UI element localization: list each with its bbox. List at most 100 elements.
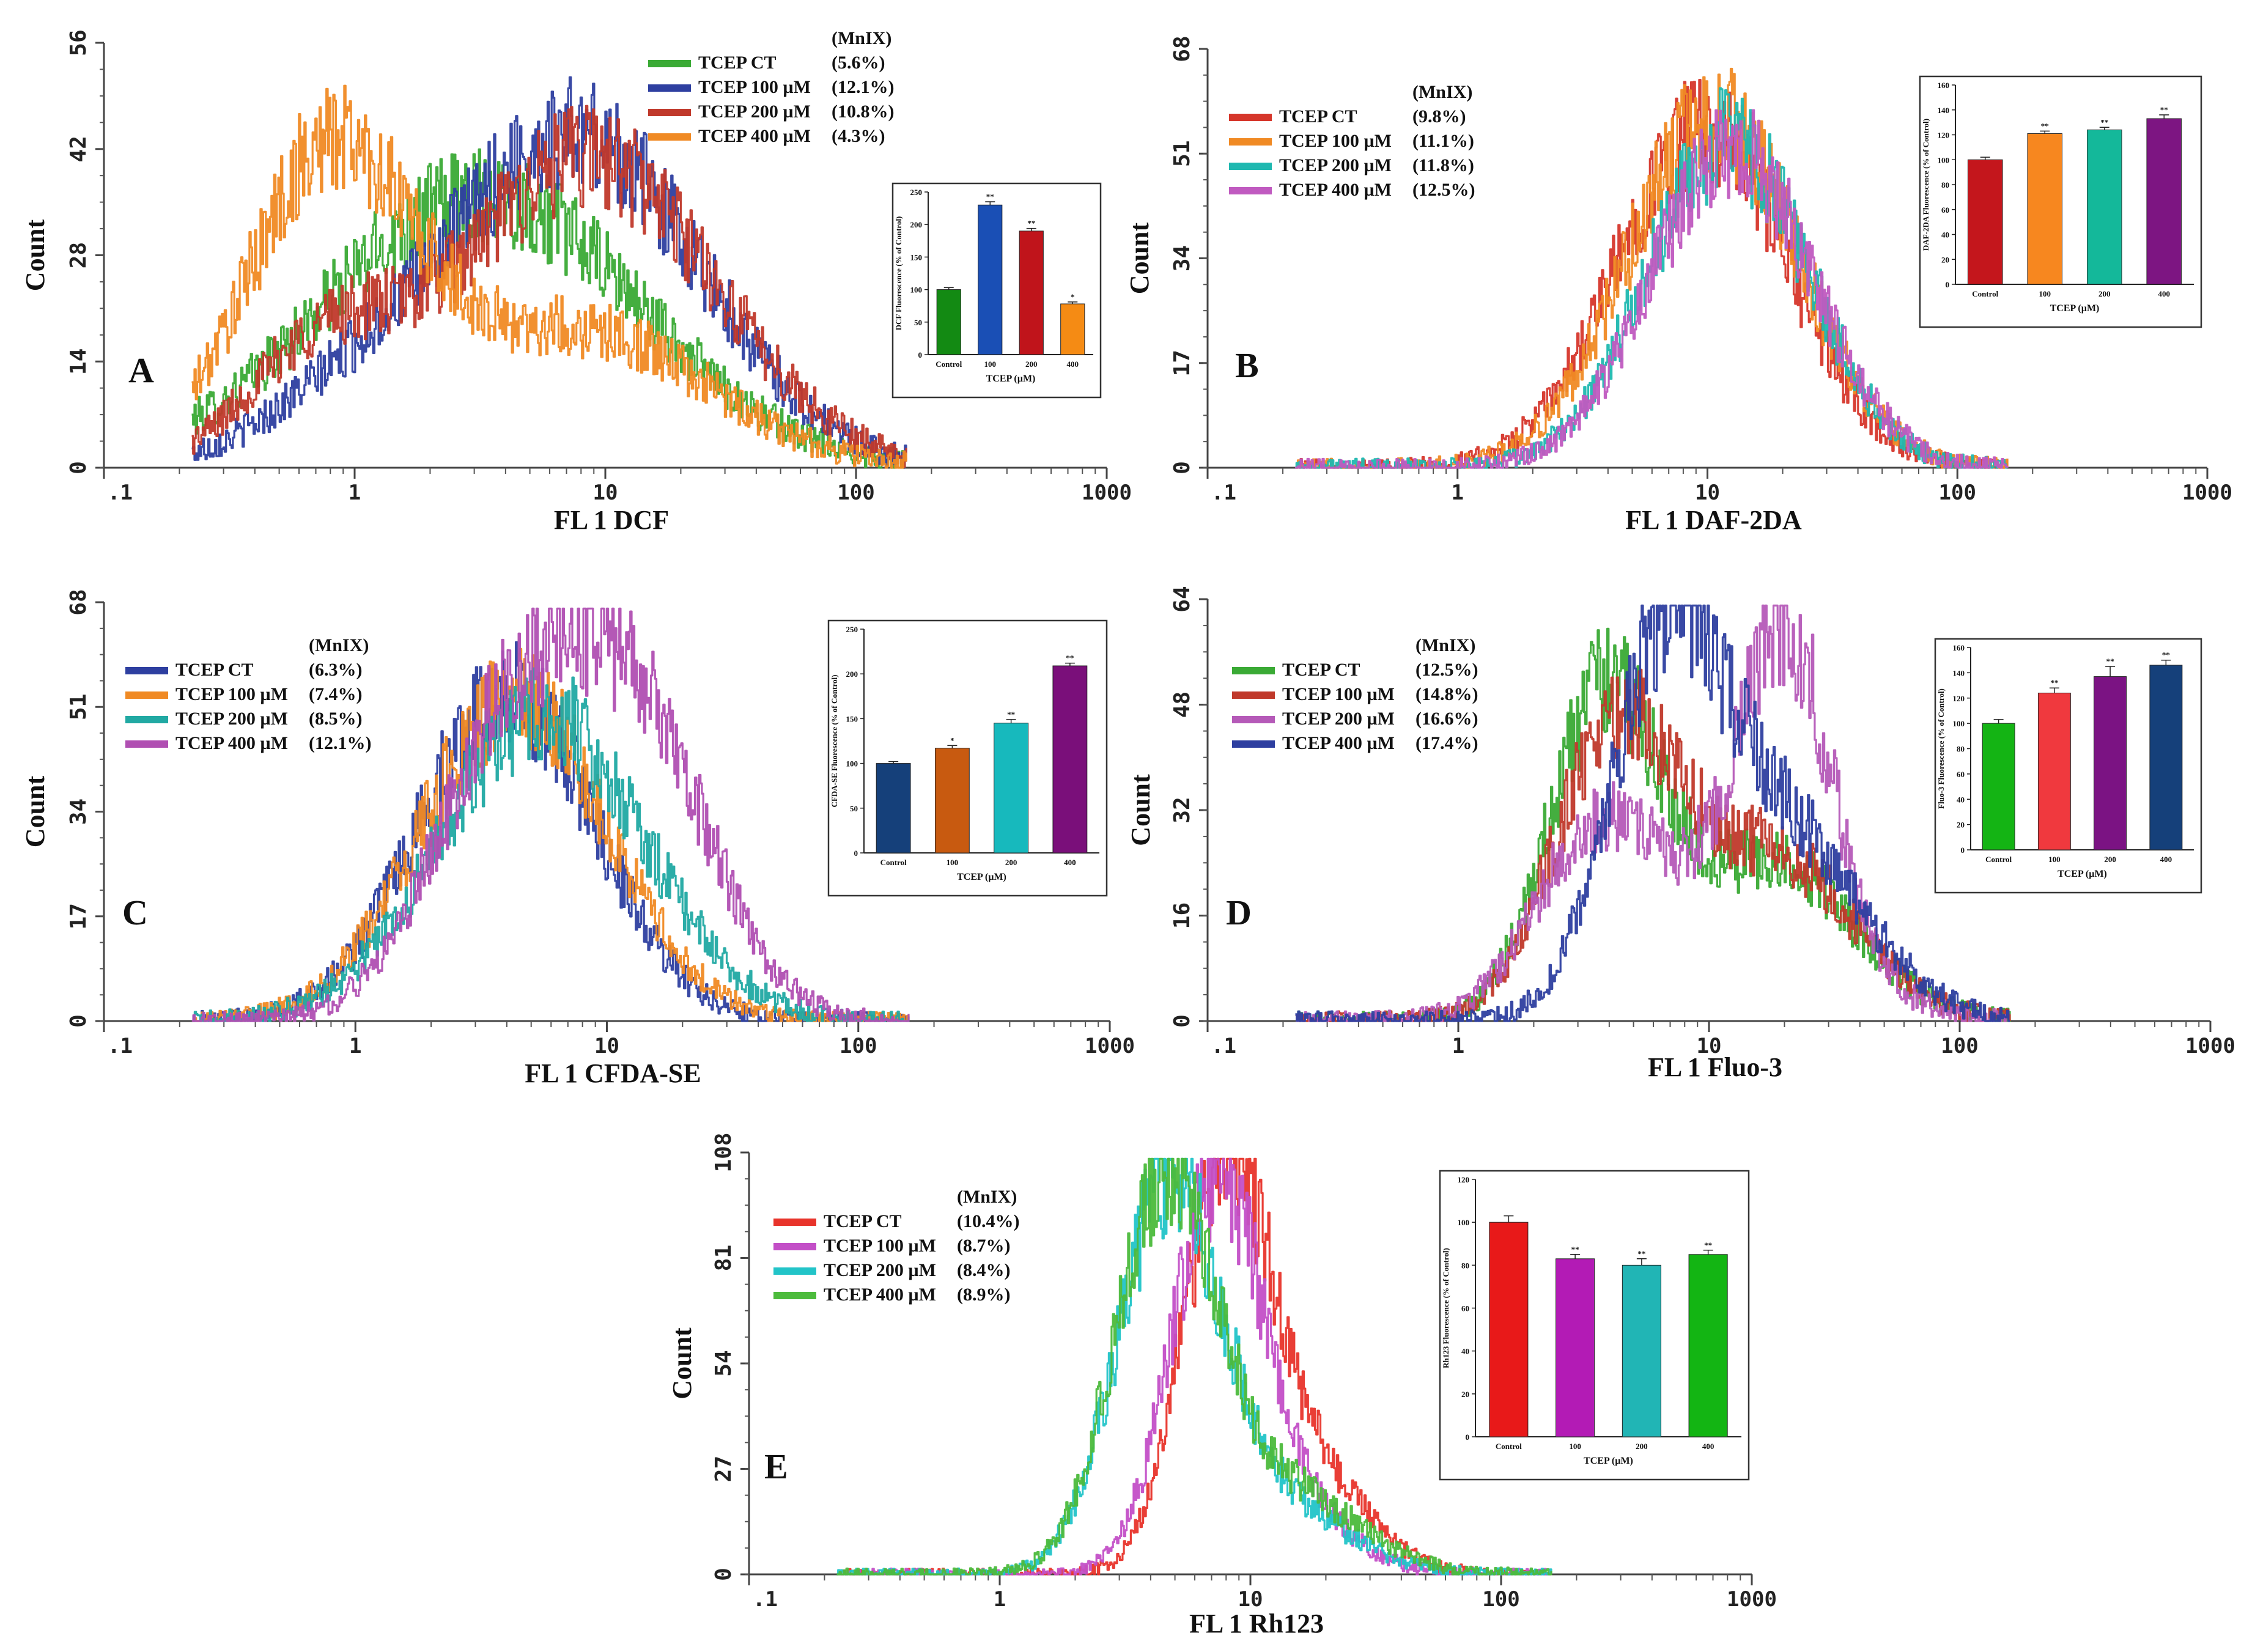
y-axis-label: Count (1124, 222, 1154, 294)
inset-y-tick-label: 120 (1458, 1175, 1470, 1184)
inset-y-tick-label: 80 (1461, 1261, 1469, 1270)
legend: (MnIX) TCEP CT (6.3%) TCEP 100 µM (7.4%) TCEP… (125, 635, 371, 753)
inset-bar (1982, 723, 2015, 850)
legend-label: TCEP CT (175, 660, 254, 680)
panel-e: .1 1 10 100 10000275481108CountFL 1 Rh123E(M… (667, 1132, 1777, 1639)
x-tick-label: 1 (1452, 481, 1464, 505)
x-axis-label: FL 1 DAF-2DA (1625, 505, 1802, 535)
inset-category-label: 200 (2098, 289, 2111, 298)
panel-letter: E (764, 1447, 788, 1486)
legend-mnix: (7.4%) (309, 684, 362, 704)
x-tick-label: 1 (349, 1034, 361, 1058)
legend-swatch (1229, 114, 1272, 121)
legend-swatch (773, 1219, 816, 1226)
legend-mnix: (8.9%) (957, 1285, 1010, 1305)
inset-y-tick-label: 80 (1941, 180, 1949, 190)
legend-label: TCEP 400 µM (1279, 180, 1392, 200)
legend-mnix: (12.5%) (1412, 180, 1475, 200)
legend-mnix: (8.7%) (957, 1236, 1010, 1256)
legend-swatch (1229, 187, 1272, 194)
histogram-series-1 (192, 642, 909, 1021)
inset-category-label: 200 (1025, 360, 1038, 369)
inset-y-tick-label: 100 (1953, 719, 1965, 728)
legend-label: TCEP 200 µM (824, 1260, 936, 1280)
y-tick-label: 42 (66, 136, 91, 162)
legend-label: TCEP 400 µM (698, 126, 811, 146)
legend-label: TCEP CT (824, 1211, 902, 1231)
legend-mnix: (12.5%) (1415, 660, 1478, 680)
inset-x-axis-label: TCEP (µM) (2050, 303, 2100, 314)
y-tick-label: 27 (711, 1456, 736, 1482)
inset-significance: ** (1704, 1241, 1712, 1250)
inset-significance: ** (2106, 657, 2114, 666)
legend-header: (MnIX) (832, 28, 891, 48)
y-tick-label: 34 (66, 798, 91, 825)
histogram-series-4 (1295, 110, 2007, 468)
inset-bar (2150, 665, 2182, 850)
panel-d: .1 1 10 100 1000016324864CountFL 1 Fluo-3D(M… (1126, 586, 2235, 1082)
panel-letter: B (1235, 345, 1259, 385)
legend: (MnIX) TCEP CT (10.4%) TCEP 100 µM (8.7%) TCE… (773, 1187, 1019, 1305)
inset-category-label: 400 (1067, 360, 1079, 369)
inset-y-tick-label: 40 (1461, 1347, 1469, 1356)
x-tick-label: 1 (1452, 1034, 1464, 1058)
y-tick-label: 81 (711, 1245, 736, 1271)
inset-y-tick-label: 200 (910, 220, 923, 229)
inset-y-tick-label: 20 (1461, 1390, 1469, 1399)
x-tick-label: .1 (753, 1587, 778, 1612)
y-tick-label: 108 (711, 1132, 736, 1172)
y-tick-label: 28 (66, 242, 91, 268)
legend-mnix: (4.3%) (832, 126, 885, 146)
y-tick-label: 64 (1170, 586, 1195, 612)
legend-mnix: (11.1%) (1412, 131, 1474, 151)
inset-y-tick-label: 40 (1957, 795, 1965, 804)
inset-bar (1061, 304, 1085, 355)
x-axis-label: FL 1 Fluo-3 (1648, 1052, 1782, 1082)
x-axis-label: FL 1 DCF (554, 505, 669, 535)
inset-bar (1968, 160, 2002, 284)
inset-category-label: 100 (2048, 855, 2061, 864)
x-tick-label: 10 (594, 1034, 619, 1058)
inset-category-label: Control (1972, 289, 1998, 298)
x-tick-label: .1 (108, 481, 133, 505)
legend-swatch (125, 716, 168, 723)
legend-mnix: (17.4%) (1415, 733, 1478, 753)
legend-label: TCEP 200 µM (698, 101, 811, 122)
legend: (MnIX)TCEP CT (5.6%)TCEP 100 µM (12.1%)TCE… (648, 28, 894, 146)
inset-y-tick-label: 250 (846, 625, 858, 634)
inset-y-tick-label: 0 (1946, 280, 1950, 289)
inset-bar (2028, 133, 2062, 284)
inset-y-tick-label: 20 (1941, 255, 1949, 264)
inset-y-tick-label: 100 (910, 286, 923, 295)
inset-y-tick-label: 60 (1941, 205, 1949, 215)
legend-mnix: (9.8%) (1412, 106, 1466, 127)
x-tick-label: .1 (1211, 481, 1236, 505)
legend-swatch (648, 84, 691, 92)
legend-swatch (648, 109, 691, 116)
inset-y-axis-label: Rh123 Fluorescence (% of Control) (1441, 1248, 1450, 1368)
inset-bar (978, 205, 1002, 355)
inset-bar-chart: 0 20 40 60 80 100 120 140 160 Control ** 100 ** 200 **… (1920, 76, 2201, 327)
x-tick-label: 1 (994, 1587, 1006, 1612)
inset-y-tick-label: 40 (1941, 230, 1949, 240)
inset-x-axis-label: TCEP (µM) (957, 872, 1006, 882)
inset-bar (876, 764, 910, 853)
inset-y-tick-label: 100 (1938, 155, 1950, 164)
inset-y-tick-label: 150 (846, 714, 858, 723)
y-tick-label: 54 (711, 1350, 736, 1376)
legend-swatch (773, 1243, 816, 1250)
inset-y-tick-label: 50 (914, 318, 922, 327)
inset-bar-chart: 0 20 40 60 80 100 120 Control ** 100 ** 200 ** 400 TCE… (1440, 1171, 1749, 1480)
panel-letter: C (122, 893, 148, 932)
legend-label: TCEP 100 µM (824, 1236, 936, 1256)
inset-y-tick-label: 160 (1953, 643, 1965, 652)
inset-x-axis-label: TCEP (µM) (2058, 869, 2107, 879)
inset-bar-chart: 0 50 100 150 200 250 Control ** 100 ** 200 * 400 TCEP… (893, 183, 1101, 397)
legend-mnix: (8.4%) (957, 1260, 1010, 1280)
inset-category-label: 200 (2104, 855, 2116, 864)
inset-category-label: 400 (1064, 858, 1076, 867)
x-axis-label: FL 1 CFDA-SE (525, 1058, 701, 1088)
inset-y-tick-label: 160 (1938, 81, 1950, 90)
inset-significance: ** (2162, 651, 2170, 660)
inset-bar (2087, 130, 2122, 284)
